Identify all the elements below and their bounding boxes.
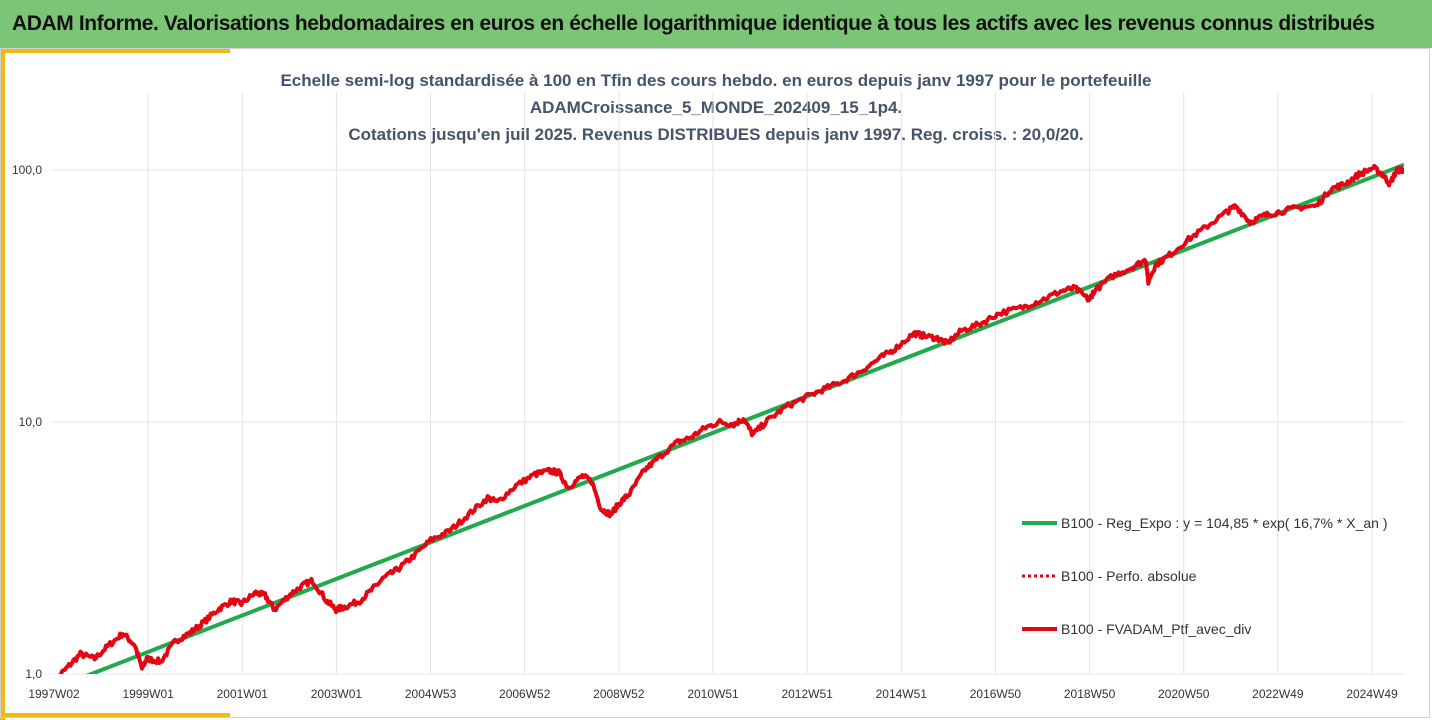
y-axis: 1,0 10,0 100,0 <box>12 163 42 681</box>
x-tick-label: 2022W49 <box>1252 687 1304 701</box>
legend: B100 - Reg_Expo : y = 104,85 * exp( 16,7… <box>1022 515 1387 637</box>
x-tick-label: 2014W51 <box>876 687 928 701</box>
x-tick-label: 1997W02 <box>28 687 80 701</box>
y-tick-label: 100,0 <box>12 163 42 177</box>
x-tick-label: 2016W50 <box>970 687 1022 701</box>
x-axis: 1997W02 1999W01 2001W01 2003W01 2004W53 2006W… <box>28 687 1398 701</box>
report-banner: ADAM Informe. Valorisations hebdomadaire… <box>0 0 1432 48</box>
x-tick-label: 2001W01 <box>217 687 269 701</box>
x-tick-label: 2010W51 <box>687 687 739 701</box>
x-tick-label: 2018W50 <box>1064 687 1116 701</box>
y-tick-label: 1,0 <box>25 667 42 681</box>
accent-bar-top <box>0 48 230 53</box>
grid-layer <box>52 92 1404 675</box>
x-tick-label: 2004W53 <box>405 687 457 701</box>
x-tick-label: 2020W50 <box>1158 687 1210 701</box>
chart-frame <box>0 48 1430 718</box>
x-tick-label: 2012W51 <box>781 687 833 701</box>
series-line-2 <box>57 163 1404 674</box>
legend-label-1: B100 - Perfo. absolue <box>1061 568 1197 584</box>
chart-title-line-1: Echelle semi-log standardisée à 100 en T… <box>280 71 1152 90</box>
x-tick-label: 2024W49 <box>1346 687 1398 701</box>
accent-bar-bottom <box>0 713 230 718</box>
chart-title-line-3: Cotations jusqu'en juil 2025. Revenus DI… <box>348 125 1084 144</box>
series-layer <box>57 162 1404 674</box>
y-tick-label: 10,0 <box>19 415 43 429</box>
x-tick-label: 2006W52 <box>499 687 551 701</box>
x-tick-label: 2008W52 <box>593 687 645 701</box>
legend-label-2: B100 - FVADAM_Ptf_avec_div <box>1061 621 1251 637</box>
legend-label-0: B100 - Reg_Expo : y = 104,85 * exp( 16,7… <box>1061 515 1387 531</box>
x-tick-label: 2003W01 <box>311 687 363 701</box>
chart-title-line-2: ADAMCroissance_5_MONDE_202409_15_1p4. <box>529 98 903 117</box>
accent-bar-left <box>0 48 5 720</box>
x-tick-label: 1999W01 <box>122 687 174 701</box>
report-title: ADAM Informe. Valorisations hebdomadaire… <box>12 12 1375 35</box>
